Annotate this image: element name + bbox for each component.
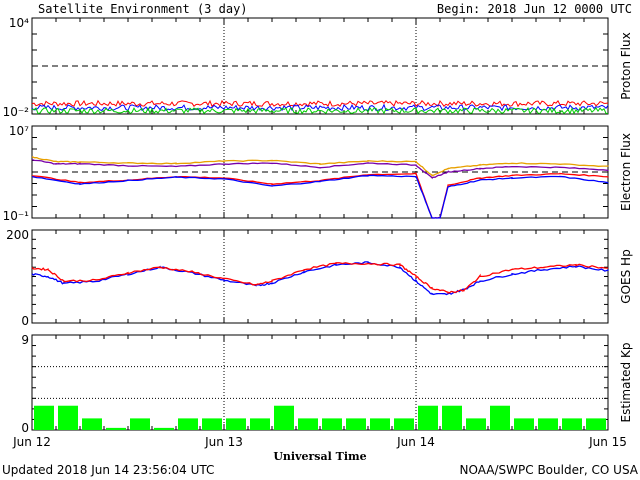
panel-kp: 9 0 Estimated Kp [21,333,633,435]
y-axis-label: Electron Flux [619,133,633,211]
y-tick-label-bottom: 10⁻² [3,105,30,119]
chart-title: Satellite Environment (3 day) [38,2,248,16]
proton-series-2 [31,106,608,115]
kp-bar [154,427,174,430]
kp-bar [322,418,342,430]
kp-bar [178,418,198,430]
x-tick-label: Jun 13 [204,435,243,449]
kp-bar [586,418,606,430]
panel-electron: 10⁷ 10⁻¹ Electron Flux [3,124,633,223]
x-tick-label: Jun 12 [12,435,51,449]
kp-bar [442,405,462,430]
kp-bar [250,418,270,430]
y-tick-label-bottom: 10⁻¹ [3,209,30,223]
updated-timestamp: Updated 2018 Jun 14 23:56:04 UTC [2,463,215,477]
kp-bar [514,418,534,430]
panel-goes_hp: 200 0 GOES Hp [6,228,633,328]
y-tick-label-top: 9 [21,333,29,347]
kp-bar [346,418,366,430]
y-tick-label-top: 10⁴ [9,16,29,30]
kp-bar [274,405,294,430]
kp-bar [202,418,222,430]
y-axis-label: GOES Hp [619,249,633,303]
panel-proton: 10⁴ 10⁻² Proton Flux [3,16,633,119]
panel-frame [31,17,609,115]
kp-bar [82,418,102,430]
y-tick-label-bottom: 0 [21,314,29,328]
x-tick-label: Jun 15 [588,435,627,449]
goes_hp-series-1 [31,262,609,294]
proton-series-0 [31,99,609,108]
kp-bar [418,405,438,430]
kp-bar [466,418,486,430]
y-tick-label-top: 10⁷ [9,124,29,138]
x-tick-label: Jun 14 [396,435,435,449]
kp-bar [106,427,126,430]
y-axis-label: Proton Flux [619,32,633,99]
electron-series-2 [31,172,609,219]
credit-text: NOAA/SWPC Boulder, CO USA [459,463,638,477]
panel-frame [31,125,609,219]
panel-frame [31,334,609,431]
y-tick-label-bottom: 0 [21,421,29,435]
y-tick-label-top: 200 [6,228,29,242]
electron-series-0 [31,156,609,177]
kp-bar [34,405,54,430]
goes_hp-series-0 [31,261,609,296]
y-axis-label: Estimated Kp [619,343,633,423]
kp-bar [226,418,246,430]
kp-bar [370,418,390,430]
kp-bar [562,418,582,430]
kp-bar [538,418,558,430]
kp-bar [130,418,150,430]
electron-series-3 [31,174,609,219]
kp-bar [490,405,510,430]
kp-bar [298,418,318,430]
electron-series-1 [31,158,609,180]
x-axis-label: Universal Time [273,450,367,463]
begin-time: Begin: 2018 Jun 12 0000 UTC [436,2,632,16]
kp-bar [394,418,414,430]
kp-bar [58,405,78,430]
